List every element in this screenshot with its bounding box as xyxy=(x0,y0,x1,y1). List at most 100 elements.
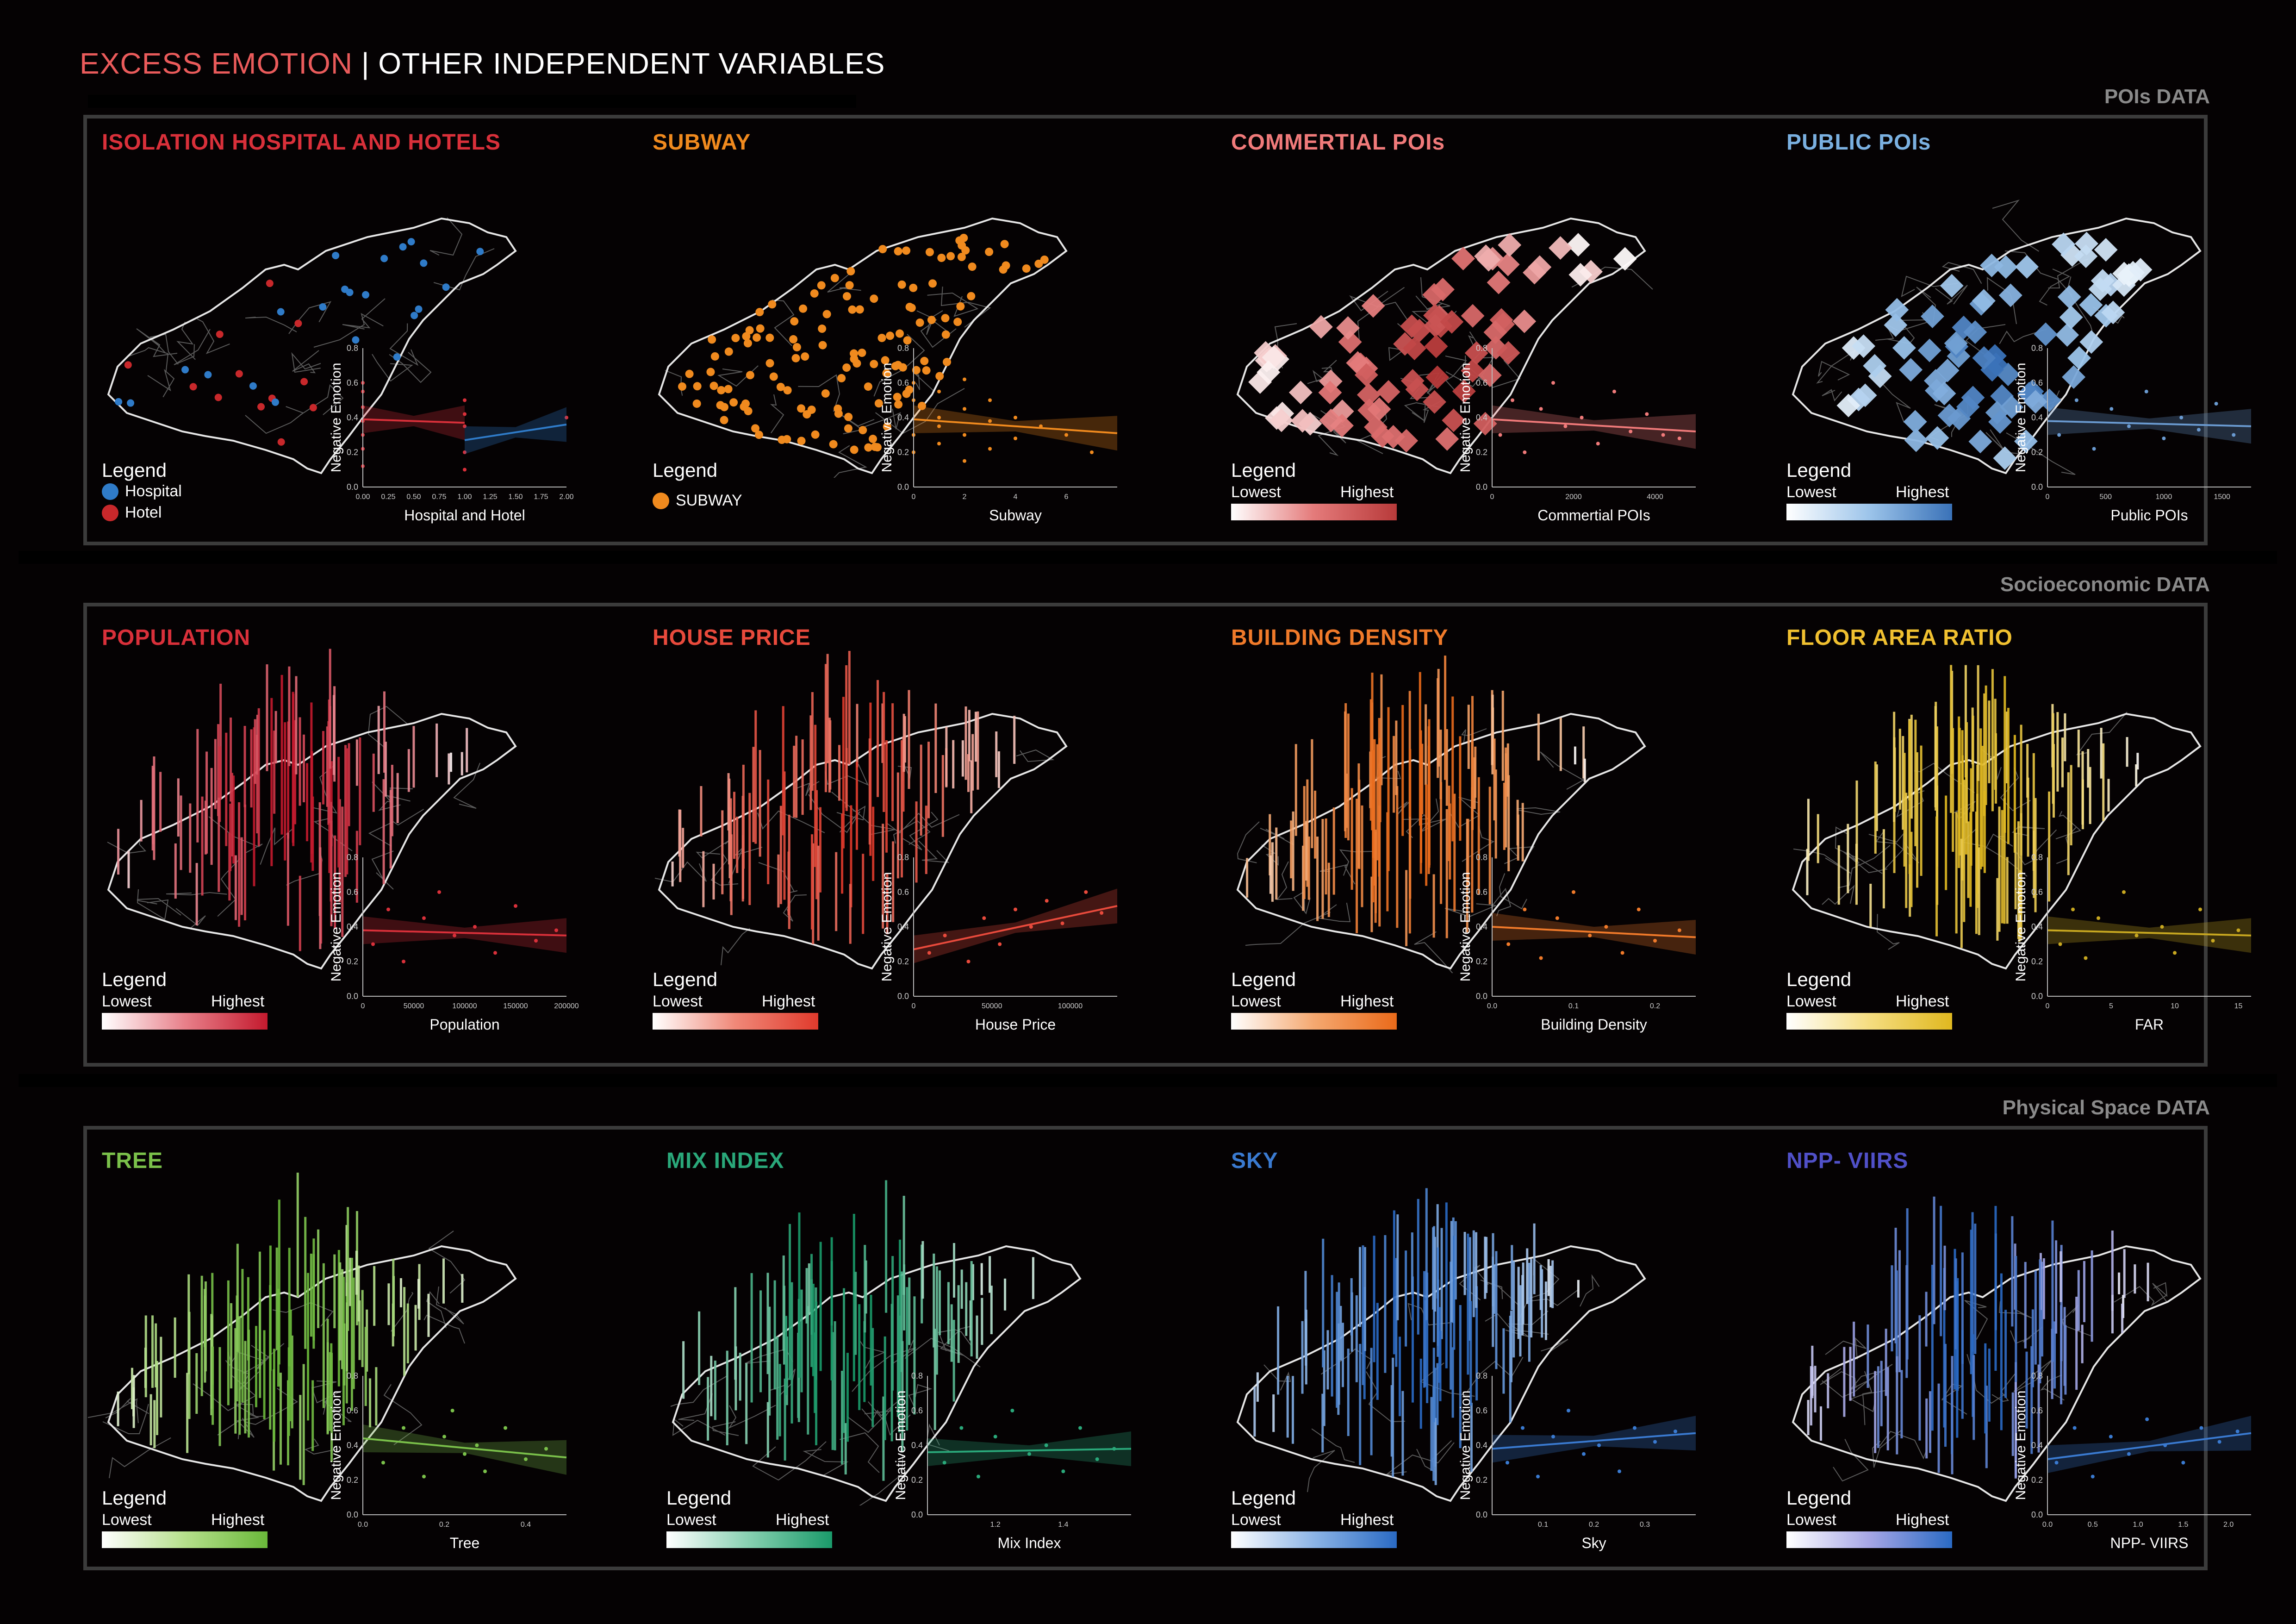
legend-color-ramp xyxy=(1231,1531,1397,1548)
data-point xyxy=(988,447,992,451)
legend-item-label: Hotel xyxy=(125,504,162,521)
data-point xyxy=(2057,433,2061,437)
section-box-pois xyxy=(83,115,2208,545)
district-boundary xyxy=(433,248,495,291)
y-tick-label: 0.8 xyxy=(2031,853,2043,862)
station-point xyxy=(881,356,890,365)
legend-highest-label: Highest xyxy=(762,993,815,1010)
district-map xyxy=(107,649,517,970)
y-tick-label: 0.0 xyxy=(347,482,358,492)
district-boundary xyxy=(1492,887,1512,917)
district-boundary xyxy=(193,1374,256,1412)
x-tick-label: 0.2 xyxy=(1589,1521,1599,1529)
section-divider-band xyxy=(19,1074,2277,1087)
data-point xyxy=(2084,956,2088,960)
y-tick-label: 0.4 xyxy=(2031,922,2043,931)
y-tick-label: 0.4 xyxy=(347,1441,358,1450)
station-point xyxy=(685,369,694,378)
district-boundary xyxy=(1850,1371,1881,1390)
y-tick-label: 0.6 xyxy=(347,378,358,387)
station-point xyxy=(755,308,764,317)
city-outline xyxy=(1236,217,1646,475)
grid-cell xyxy=(1452,379,1476,403)
hospital-point xyxy=(319,303,327,311)
grid-cell xyxy=(1425,365,1450,389)
station-point xyxy=(821,389,830,398)
data-point xyxy=(1597,1443,1601,1447)
legend-highest-label: Highest xyxy=(1896,1511,1949,1529)
y-tick-label: 0.2 xyxy=(2031,1475,2043,1485)
station-point xyxy=(848,305,857,314)
y-tick-label: 0.4 xyxy=(347,413,358,422)
data-point xyxy=(2217,1440,2221,1444)
district-boundary xyxy=(1992,200,2039,252)
x-tick-label: 500 xyxy=(2099,493,2112,501)
data-point xyxy=(2092,447,2096,451)
district-boundary xyxy=(1237,821,1260,863)
station-point xyxy=(891,362,900,370)
legend-highest-label: Highest xyxy=(211,993,265,1010)
grid-cell xyxy=(1998,283,2022,307)
legend-title: Legend xyxy=(102,1487,167,1509)
legend-title: Legend xyxy=(1231,1487,1296,1509)
x-tick-label: 0.25 xyxy=(381,493,395,501)
station-point xyxy=(817,281,826,290)
hospital-point xyxy=(380,255,388,262)
x-axis-label: House Price xyxy=(975,1016,1056,1033)
district-boundary xyxy=(1833,1439,1869,1482)
data-point xyxy=(943,933,947,937)
station-point xyxy=(858,349,866,357)
y-tick-label: 0.8 xyxy=(911,1371,923,1380)
station-point xyxy=(801,352,809,361)
station-point xyxy=(791,354,800,362)
data-point xyxy=(1523,907,1527,912)
station-point xyxy=(937,253,946,262)
station-point xyxy=(941,314,950,323)
y-tick-label: 0.2 xyxy=(1476,957,1487,966)
x-tick-label: 1000 xyxy=(2156,493,2172,501)
district-boundary xyxy=(696,840,730,859)
legend-item: Hospital xyxy=(102,482,182,500)
station-point xyxy=(957,253,966,262)
data-point xyxy=(982,916,986,920)
data-point xyxy=(1636,907,1641,912)
y-tick-label: 0.0 xyxy=(2031,1510,2043,1519)
district-boundary xyxy=(176,321,196,360)
trend-line xyxy=(927,1448,1132,1453)
grid-cell xyxy=(1461,304,1485,328)
legend-lowest-label: Lowest xyxy=(1231,483,1281,501)
data-point xyxy=(927,951,931,955)
panel-title: ISOLATION HOSPITAL AND HOTELS xyxy=(102,130,501,155)
hotel-point xyxy=(266,280,274,287)
district-boundary xyxy=(1307,1450,1335,1493)
district-boundary xyxy=(313,312,384,348)
data-point xyxy=(998,942,1002,946)
district-boundary xyxy=(1935,285,1968,305)
hotel-point xyxy=(257,403,265,411)
legend-title: Legend xyxy=(666,1487,732,1509)
y-tick-label: 0.4 xyxy=(2031,1441,2043,1450)
data-point xyxy=(1039,424,1043,428)
data-point xyxy=(2109,407,2114,411)
district-boundary xyxy=(1981,749,2002,780)
data-point xyxy=(963,407,966,411)
legend-item-label: SUBWAY xyxy=(676,492,742,509)
district-boundary xyxy=(251,1343,285,1372)
station-point xyxy=(751,424,760,433)
data-point xyxy=(422,916,426,920)
x-axis-label: Hospital and Hotel xyxy=(404,507,525,524)
x-tick-label: 2 xyxy=(963,493,967,501)
hospital-point xyxy=(332,251,340,259)
data-point xyxy=(2071,907,2075,912)
data-point xyxy=(2232,433,2236,437)
station-point xyxy=(927,316,936,325)
x-axis-label: Sky xyxy=(1581,1535,1606,1551)
station-point xyxy=(797,437,806,445)
x-tick-label: 1.50 xyxy=(508,493,523,501)
data-point xyxy=(1612,389,1616,394)
y-tick-label: 0.0 xyxy=(1476,992,1487,1001)
legend-title: Legend xyxy=(1231,968,1296,990)
y-axis-label: Negative Emotion xyxy=(893,1391,908,1500)
panel-title: BUILDING DENSITY xyxy=(1231,625,1449,650)
trend-line xyxy=(362,418,465,424)
